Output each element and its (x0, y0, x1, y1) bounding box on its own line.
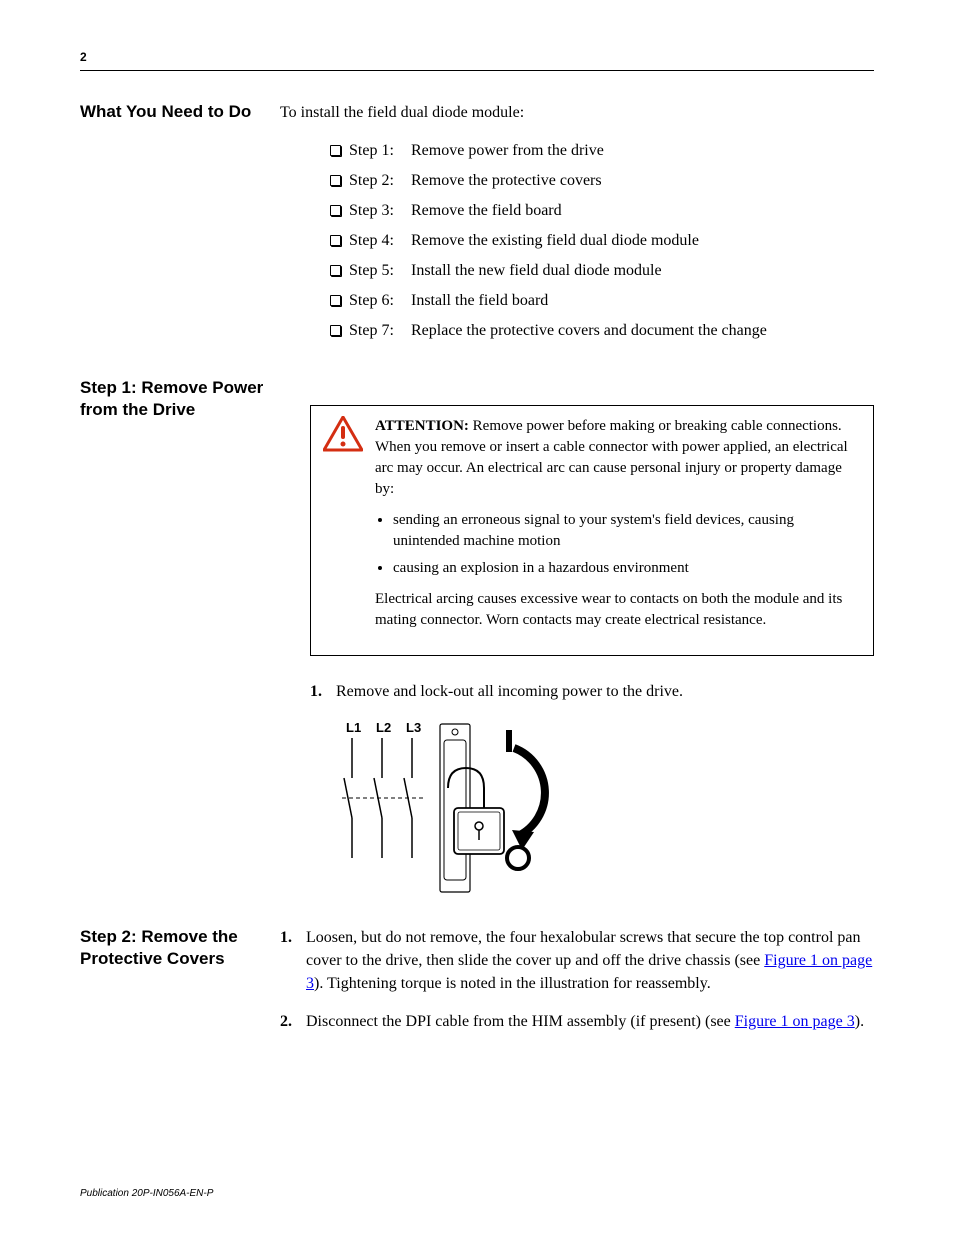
step-item: Step 1:Remove power from the drive (330, 139, 874, 163)
heading-step1: Step 1: Remove Power from the Drive (80, 377, 280, 421)
figure-link[interactable]: Figure 1 on page 3 (735, 1013, 855, 1030)
attention-bullet: sending an erroneous signal to your syst… (393, 510, 861, 552)
step-item: Step 3:Remove the field board (330, 199, 874, 223)
step-item: Step 7:Replace the protective covers and… (330, 319, 874, 343)
checkbox-icon (330, 325, 341, 336)
svg-text:L3: L3 (406, 720, 421, 735)
instruction-item: 2. Disconnect the DPI cable from the HIM… (280, 1010, 874, 1034)
step-item: Step 6:Install the field board (330, 289, 874, 313)
checkbox-icon (330, 145, 341, 156)
intro-text: To install the field dual diode module: (280, 101, 874, 125)
attention-box: ATTENTION: Remove power before making or… (310, 405, 874, 656)
attention-label: ATTENTION: (375, 418, 469, 434)
instruction-item: 1. Remove and lock-out all incoming powe… (310, 680, 874, 704)
publication-footer: Publication 20P-IN056A-EN-P (80, 1188, 213, 1199)
section-step1: Step 1: Remove Power from the Drive ATTE… (80, 377, 874, 906)
step-item: Step 2:Remove the protective covers (330, 169, 874, 193)
lockout-figure: L1 L2 L3 (336, 718, 874, 906)
attention-para2: Electrical arcing causes excessive wear … (375, 589, 861, 631)
checkbox-icon (330, 295, 341, 306)
steps-checklist: Step 1:Remove power from the drive Step … (330, 139, 874, 343)
heading-what-you-need: What You Need to Do (80, 101, 280, 123)
svg-text:L2: L2 (376, 720, 391, 735)
svg-text:L1: L1 (346, 720, 361, 735)
section-what-you-need: What You Need to Do To install the field… (80, 101, 874, 349)
page-number: 2 (80, 50, 874, 64)
section-step2: Step 2: Remove the Protective Covers 1. … (80, 926, 874, 1048)
checkbox-icon (330, 205, 341, 216)
step-item: Step 5:Install the new field dual diode … (330, 259, 874, 283)
checkbox-icon (330, 235, 341, 246)
checkbox-icon (330, 265, 341, 276)
step-item: Step 4:Remove the existing field dual di… (330, 229, 874, 253)
top-rule (80, 70, 874, 71)
warning-icon (323, 416, 367, 641)
checkbox-icon (330, 175, 341, 186)
instruction-item: 1. Loosen, but do not remove, the four h… (280, 926, 874, 996)
heading-step2: Step 2: Remove the Protective Covers (80, 926, 280, 970)
attention-bullet: causing an explosion in a hazardous envi… (393, 558, 861, 579)
